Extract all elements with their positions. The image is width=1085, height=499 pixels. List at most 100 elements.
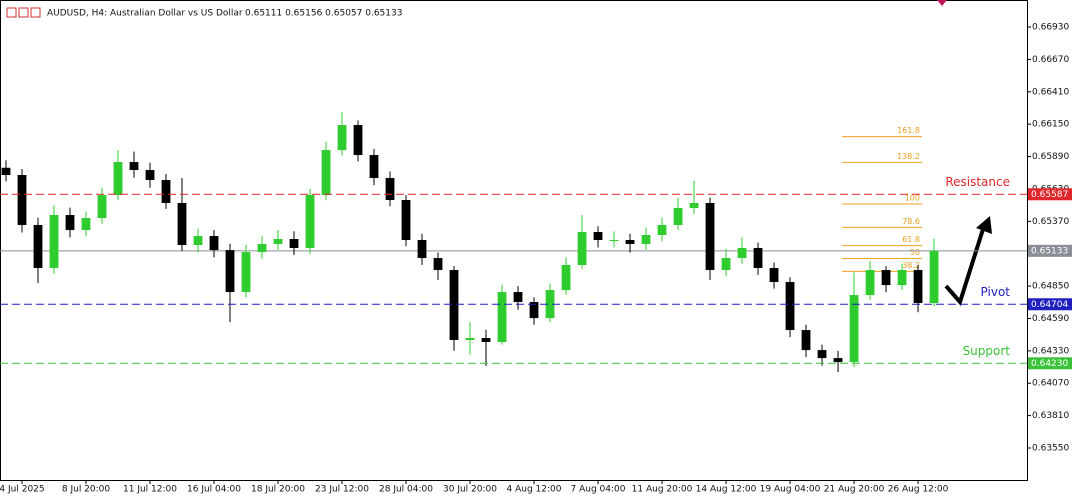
price-tag-label: 0.65587 bbox=[1031, 190, 1068, 200]
plot-frame bbox=[0, 0, 1028, 481]
candle-body bbox=[545, 290, 555, 319]
arrow-head bbox=[976, 216, 992, 234]
fib-label: 38.2 bbox=[902, 261, 920, 270]
candle-body bbox=[257, 243, 267, 253]
candle-body bbox=[801, 330, 811, 351]
candle-body bbox=[929, 250, 939, 304]
candle-body bbox=[161, 179, 171, 204]
icon bbox=[18, 7, 29, 18]
y-tick-label: 0.64330 bbox=[1032, 346, 1069, 356]
candle-body bbox=[769, 268, 779, 282]
price-tag-label: 0.64230 bbox=[1031, 359, 1068, 369]
candle-body bbox=[289, 239, 299, 248]
candle-body bbox=[129, 162, 139, 171]
y-tick-label: 0.66410 bbox=[1032, 87, 1069, 97]
candle-body bbox=[193, 236, 203, 245]
candle-body bbox=[593, 232, 603, 240]
y-tick-label: 0.64850 bbox=[1032, 282, 1069, 292]
candle-body bbox=[481, 338, 491, 343]
x-tick-label: 28 Jul 04:00 bbox=[379, 485, 433, 495]
x-tick-label: 18 Jul 20:00 bbox=[251, 485, 305, 495]
candle-body bbox=[113, 162, 123, 196]
candle-body bbox=[209, 236, 219, 251]
candle-body bbox=[737, 247, 747, 259]
fib-label: 138.2 bbox=[897, 152, 920, 161]
candle-body bbox=[785, 281, 795, 331]
candle-body bbox=[449, 270, 459, 341]
y-tick-label: 0.66670 bbox=[1032, 55, 1069, 65]
x-tick-label: 11 Aug 20:00 bbox=[632, 485, 693, 495]
candle-body bbox=[705, 203, 715, 271]
candle-body bbox=[65, 214, 75, 231]
candle-body bbox=[849, 295, 859, 363]
x-tick-label: 11 Jul 12:00 bbox=[123, 485, 177, 495]
icon bbox=[30, 7, 41, 18]
candle-body bbox=[881, 270, 891, 286]
candle-body bbox=[1, 167, 11, 175]
chart-title: AUDUSD, H4: Australian Dollar vs US Doll… bbox=[47, 9, 243, 19]
candle-body bbox=[17, 174, 27, 226]
candle-body bbox=[817, 350, 827, 359]
candle-body bbox=[337, 125, 347, 151]
x-tick-label: 4 Aug 12:00 bbox=[507, 485, 562, 495]
toolbar-icons bbox=[6, 7, 41, 18]
y-tick-label: 0.63550 bbox=[1032, 443, 1069, 453]
marker bbox=[937, 0, 947, 6]
candle-body bbox=[273, 239, 283, 244]
candle-body bbox=[353, 125, 363, 156]
candle-body bbox=[721, 258, 731, 271]
level-name: Support bbox=[963, 344, 1011, 358]
candle-body bbox=[833, 358, 843, 363]
x-tick-label: 26 Aug 12:00 bbox=[888, 485, 949, 495]
x-tick-label: 16 Jul 04:00 bbox=[187, 485, 241, 495]
x-tick-label: 23 Jul 12:00 bbox=[315, 485, 369, 495]
price-tag-label: 0.65133 bbox=[1031, 246, 1068, 256]
candle-body bbox=[673, 207, 683, 226]
price-tag-label: 0.64704 bbox=[1031, 300, 1068, 310]
candle-body bbox=[689, 203, 699, 208]
candle-body bbox=[577, 232, 587, 266]
candle-body bbox=[465, 338, 475, 341]
candle-body bbox=[177, 203, 187, 245]
candle-body bbox=[225, 250, 235, 293]
price-tag bbox=[1028, 298, 1072, 311]
candle-body bbox=[97, 195, 107, 219]
candle-body bbox=[417, 240, 427, 259]
candle-body bbox=[497, 292, 507, 343]
candle-body bbox=[561, 265, 571, 291]
candle-body bbox=[641, 235, 651, 244]
candle-body bbox=[865, 270, 875, 296]
fib-label: 78.6 bbox=[902, 217, 920, 226]
candle-body bbox=[81, 218, 91, 231]
x-tick-label: 21 Aug 20:00 bbox=[824, 485, 885, 495]
x-tick-label: 19 Aug 04:00 bbox=[760, 485, 821, 495]
candle-body bbox=[33, 225, 43, 269]
price-tag bbox=[1028, 357, 1072, 370]
price-tag bbox=[1028, 188, 1072, 201]
level-name: Resistance bbox=[945, 175, 1010, 189]
fib-label: 61.8 bbox=[902, 235, 920, 244]
y-tick-label: 0.63810 bbox=[1032, 411, 1069, 421]
candle-body bbox=[609, 240, 619, 241]
candle-body bbox=[433, 258, 443, 271]
y-tick-label: 0.66930 bbox=[1032, 23, 1069, 33]
candle-body bbox=[513, 292, 523, 303]
candle-body bbox=[385, 177, 395, 201]
candle-body bbox=[321, 150, 331, 196]
y-tick-label: 0.66150 bbox=[1032, 120, 1069, 130]
x-tick-label: 4 Jul 2025 bbox=[0, 485, 45, 495]
x-tick-label: 8 Jul 20:00 bbox=[62, 485, 111, 495]
candle-body bbox=[913, 270, 923, 304]
candle-body bbox=[305, 195, 315, 248]
icon bbox=[6, 7, 17, 18]
candle-body bbox=[401, 200, 411, 240]
x-tick-label: 14 Aug 12:00 bbox=[696, 485, 757, 495]
candle-body bbox=[657, 225, 667, 236]
candle-body bbox=[753, 247, 763, 269]
header-prices: 0.65111 0.65156 0.65057 0.65133 bbox=[245, 9, 402, 19]
candle-body bbox=[529, 302, 539, 319]
y-tick-label: 0.65890 bbox=[1032, 152, 1069, 162]
candle-body bbox=[897, 270, 907, 286]
